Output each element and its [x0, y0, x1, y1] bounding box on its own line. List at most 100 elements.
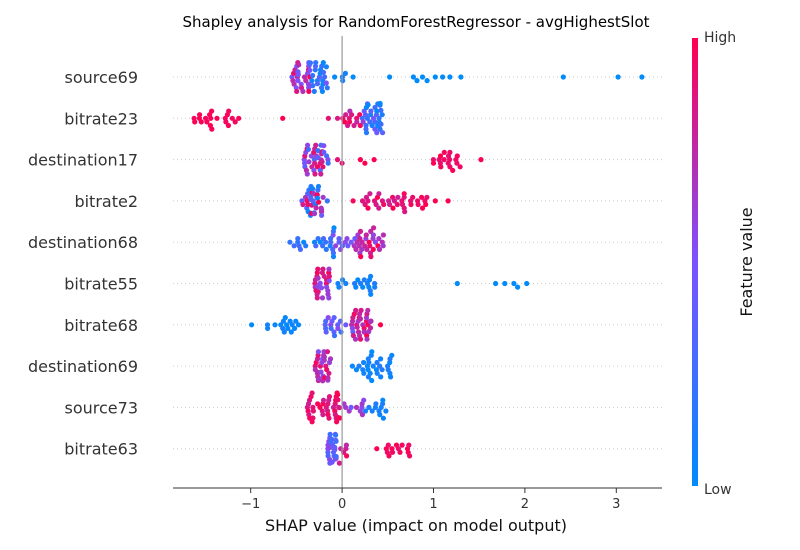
shap-point [408, 201, 414, 208]
shap-point [361, 397, 367, 403]
shap-point [493, 280, 499, 287]
shap-point [313, 142, 319, 148]
shap-point [365, 198, 371, 204]
shap-point [343, 112, 349, 118]
shap-point [353, 284, 359, 290]
shap-point [336, 284, 342, 290]
shap-point [310, 72, 316, 79]
shap-point [319, 295, 326, 301]
shap-point [348, 404, 354, 410]
shap-point [340, 78, 346, 84]
shap-point [363, 130, 370, 136]
x-tick-label: 1 [429, 497, 437, 512]
shap-point [282, 315, 288, 321]
shap-point [331, 225, 337, 231]
shap-point [320, 60, 326, 66]
shap-point [313, 243, 319, 249]
shap-point [336, 236, 342, 242]
shap-point [209, 126, 215, 132]
x-tick-label: 3 [612, 497, 620, 512]
shap-point [380, 130, 386, 136]
shap-point [310, 415, 316, 421]
shap-point [364, 336, 370, 342]
shap-point [323, 64, 329, 70]
shap-point [209, 108, 215, 114]
shap-point [350, 74, 356, 80]
shap-point [365, 205, 371, 211]
feature-label: destination69 [28, 357, 138, 376]
shap-point [344, 236, 350, 242]
shap-point [445, 198, 451, 204]
shap-point [368, 273, 374, 279]
colorbar: High Low Feature value [692, 30, 756, 498]
shap-point [639, 74, 645, 80]
shap-point [326, 266, 332, 272]
shap-point [432, 74, 438, 80]
shap-point [295, 322, 302, 328]
shap-point [353, 246, 359, 252]
shap-point [372, 119, 378, 125]
shap-point [296, 62, 302, 68]
shap-point [406, 442, 412, 448]
shap-point [415, 201, 421, 208]
shap-point [355, 277, 361, 283]
shap-point [388, 374, 394, 380]
shap-point [331, 333, 338, 339]
shap-point [389, 352, 395, 358]
shap-point [379, 112, 385, 118]
shap-point [232, 119, 238, 125]
shap-point [336, 239, 342, 245]
shap-point [314, 164, 321, 170]
shap-point [325, 160, 331, 166]
x-tick-label: −1 [241, 497, 260, 512]
shap-point [366, 404, 372, 410]
shap-point [410, 194, 416, 200]
shap-point [454, 280, 460, 287]
shap-point [373, 401, 379, 407]
shap-point [320, 412, 326, 418]
shap-point [311, 211, 318, 217]
feature-label: destination68 [28, 233, 138, 252]
shap-point [363, 122, 369, 129]
shap-point [326, 295, 332, 301]
shap-point [300, 201, 306, 208]
shap-point [377, 412, 383, 418]
shap-point [324, 349, 331, 355]
shap-point [440, 74, 446, 80]
shap-point [320, 164, 326, 170]
shap-point [367, 370, 373, 376]
shap-point [343, 404, 349, 410]
shap-point [349, 112, 355, 118]
shap-point [310, 83, 316, 89]
shap-point [354, 119, 360, 125]
shap-point [335, 325, 341, 331]
shap-point [285, 325, 291, 331]
shap-point [359, 198, 366, 204]
shap-point [368, 318, 374, 324]
shap-point [335, 397, 341, 403]
shap-point [371, 225, 377, 231]
shap-point [318, 171, 324, 177]
shap-point [325, 315, 331, 321]
shap-point [359, 239, 365, 245]
shap-point [323, 246, 329, 252]
shap-point [320, 243, 326, 249]
shap-point [368, 254, 374, 260]
shap-point [288, 329, 294, 335]
shap-point [511, 280, 517, 287]
shap-point [319, 88, 325, 94]
shap-point [364, 246, 370, 252]
shap-point [369, 122, 375, 129]
shap-point [309, 78, 315, 84]
shap-point [197, 112, 203, 118]
shap-point [323, 80, 329, 86]
feature-label: source73 [65, 398, 139, 417]
shap-point [361, 277, 367, 283]
shap-point [347, 119, 353, 125]
shap-point [352, 336, 359, 342]
shap-point [330, 254, 337, 260]
shap-point [315, 183, 322, 190]
shap-point [447, 74, 453, 80]
shap-point [198, 119, 204, 125]
colorbar-high-label: High [704, 30, 736, 46]
